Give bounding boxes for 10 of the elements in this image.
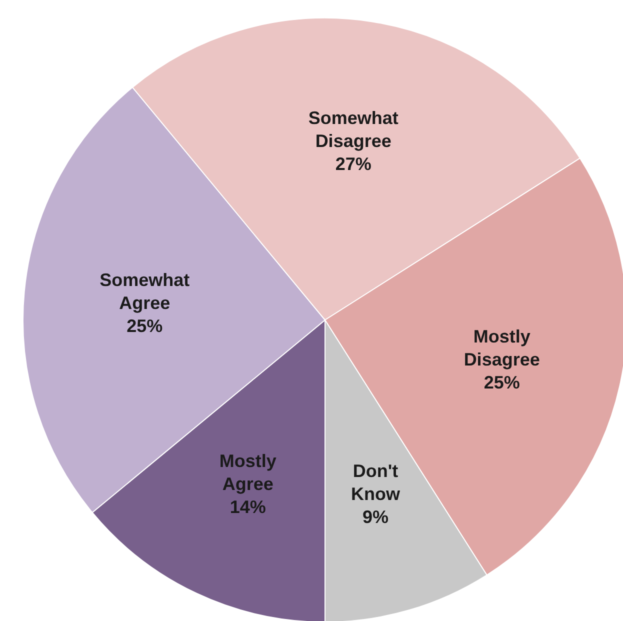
slice-label: Somewhat Disagree — [308, 108, 398, 152]
slice-label: Mostly Agree — [219, 450, 276, 494]
data-label: 27% — [335, 154, 372, 174]
data-label: 9% — [362, 507, 389, 528]
data-label: 25% — [484, 372, 520, 393]
data-label: 14% — [230, 496, 266, 517]
slice-label: Mostly Disagree — [464, 326, 540, 370]
slice-label: Don't Know — [351, 461, 402, 504]
data-label: 25% — [126, 316, 163, 336]
slice-label: Somewhat Agree — [100, 270, 190, 313]
